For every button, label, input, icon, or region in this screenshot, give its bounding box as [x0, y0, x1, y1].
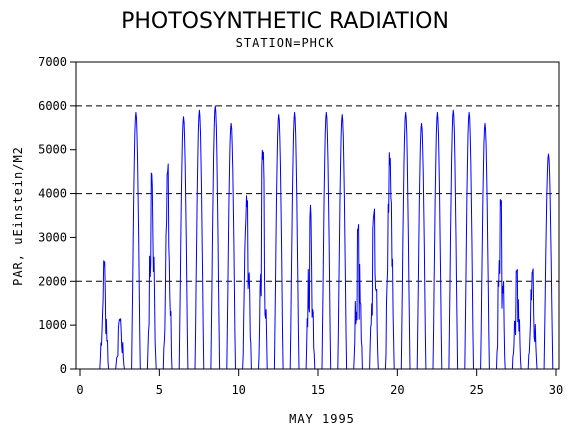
chart-subtitle: STATION=PHCK — [236, 36, 335, 50]
y-tick-label: 7000 — [38, 55, 67, 69]
par-series-line — [95, 105, 556, 370]
x-tick-label: 0 — [76, 383, 83, 397]
y-tick-label: 1000 — [38, 318, 67, 332]
data-layer — [95, 105, 556, 370]
y-tick-label: 5000 — [38, 143, 67, 157]
x-tick-label: 20 — [390, 383, 404, 397]
y-tick-label: 2000 — [38, 274, 67, 288]
x-axis-label: MAY 1995 — [289, 412, 355, 426]
x-tick-label: 5 — [156, 383, 163, 397]
chart-title: PHOTOSYNTHETIC RADIATION — [121, 9, 449, 34]
reference-lines — [76, 105, 559, 282]
y-tick-label: 4000 — [38, 187, 67, 201]
x-tick-label: 15 — [311, 383, 325, 397]
x-tick-label: 10 — [231, 383, 245, 397]
y-axis-label: PAR, uEinstein/M2 — [11, 146, 25, 286]
y-axis: 0 1000 2000 3000 4000 5000 6000 7000 — [38, 55, 76, 376]
plot-frame — [75, 61, 560, 370]
x-tick-label: 25 — [469, 383, 483, 397]
x-tick-label: 30 — [549, 383, 563, 397]
y-tick-label: 6000 — [38, 99, 67, 113]
y-tick-label: 0 — [60, 362, 67, 376]
x-axis: 0 5 10 15 20 25 30 — [76, 369, 563, 397]
y-tick-label: 3000 — [38, 230, 67, 244]
